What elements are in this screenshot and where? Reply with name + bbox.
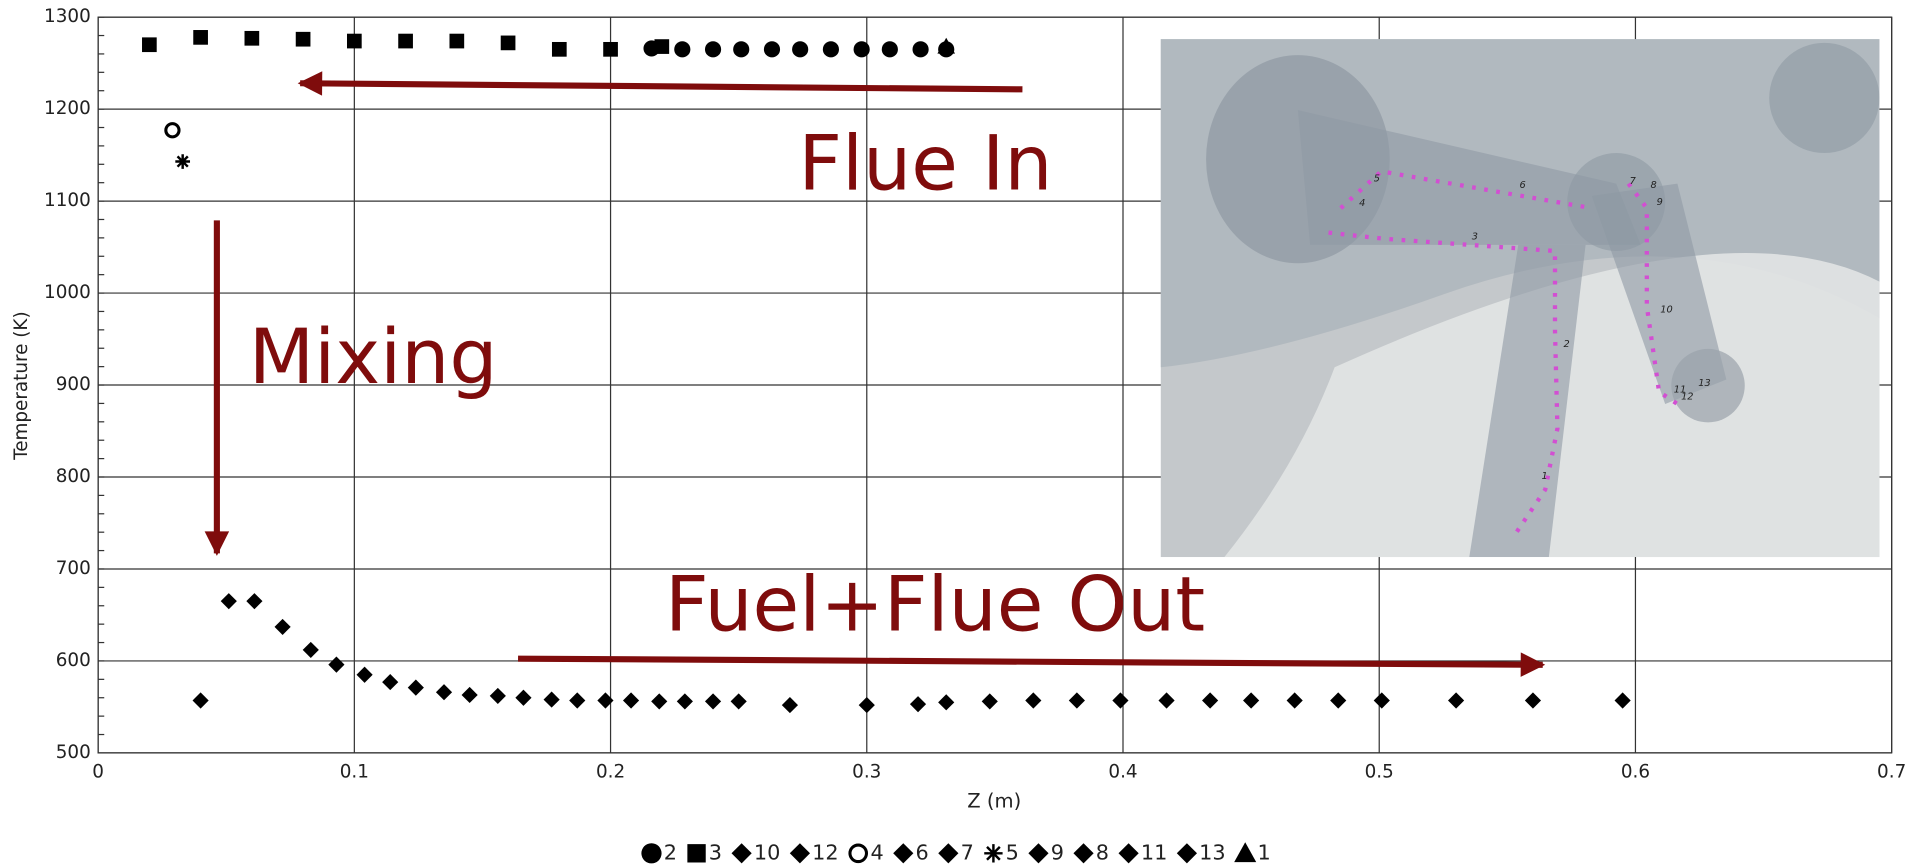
point <box>552 42 567 57</box>
point <box>792 41 808 57</box>
legend-label: 3 <box>709 840 722 864</box>
point <box>893 843 913 863</box>
inset-label: 1 <box>1542 471 1548 482</box>
point <box>732 843 752 863</box>
point <box>245 31 260 46</box>
point <box>641 843 661 863</box>
inset-shape <box>1567 153 1665 251</box>
point <box>790 843 810 863</box>
point <box>501 36 516 51</box>
inset-label: 5 <box>1374 174 1380 185</box>
annotation: Flue In <box>798 120 1052 208</box>
inset-label: 13 <box>1698 378 1710 389</box>
annotation: Fuel+Flue Out <box>665 560 1205 648</box>
y-tick-label: 1200 <box>44 98 91 119</box>
y-tick-label: 800 <box>56 466 91 487</box>
x-tick-label: 0.4 <box>1108 762 1137 783</box>
point <box>603 42 618 57</box>
y-axis-label: Temperature (K) <box>11 311 32 461</box>
inset-label: 9 <box>1657 197 1663 208</box>
legend-label: 1 <box>1257 840 1270 864</box>
inset-label: 7 <box>1630 176 1637 187</box>
y-tick-label: 900 <box>56 374 91 395</box>
point <box>193 30 208 45</box>
point <box>823 41 839 57</box>
x-tick-label: 0 <box>92 762 104 783</box>
point <box>705 41 721 57</box>
point <box>654 39 669 54</box>
legend-label: 9 <box>1051 840 1064 864</box>
inset-label: 12 <box>1681 392 1693 403</box>
point <box>850 845 867 862</box>
point <box>674 41 690 57</box>
point <box>142 37 157 52</box>
point <box>347 34 362 49</box>
y-tick-label: 600 <box>56 650 91 671</box>
y-tick-label: 1000 <box>44 282 91 303</box>
point <box>1177 843 1197 863</box>
y-tick-label: 700 <box>56 558 91 579</box>
annotation: Mixing <box>249 313 498 401</box>
y-tick-label: 500 <box>56 742 91 763</box>
legend-label: 12 <box>812 840 838 864</box>
y-tick-label: 1300 <box>44 6 91 27</box>
point <box>1028 843 1048 863</box>
inset-label: 4 <box>1359 198 1365 209</box>
chart: 500 600 700 800 900 1000 1100 1200 1300 0 0.1 0.2 0.… <box>0 0 1920 868</box>
legend-label: 10 <box>754 840 780 864</box>
x-tick-label: 0.5 <box>1365 762 1394 783</box>
legend-label: 11 <box>1141 840 1167 864</box>
x-axis-label: Z (m) <box>967 789 1021 812</box>
x-tick-label: 0.3 <box>852 762 881 783</box>
point <box>398 34 413 49</box>
point <box>764 41 780 57</box>
inset-label: 8 <box>1650 180 1656 191</box>
legend-label: 6 <box>916 840 929 864</box>
page: {"chart_data": {"type": "scatter", "x_la… <box>0 0 1920 868</box>
legend-label: 2 <box>664 840 677 864</box>
point <box>296 32 311 47</box>
point <box>913 41 929 57</box>
inset-label: 6 <box>1519 180 1525 191</box>
x-tick-label: 0.6 <box>1621 762 1650 783</box>
point <box>449 34 464 49</box>
inset-label: 10 <box>1660 305 1672 316</box>
legend-label: 7 <box>961 840 974 864</box>
legend: 2 3 10 12 4 6 7 5 9 8 11 13 1 <box>641 840 1270 864</box>
legend-label: 8 <box>1096 840 1109 864</box>
x-tick-label: 0.1 <box>340 762 369 783</box>
point <box>938 843 958 863</box>
point <box>1119 843 1139 863</box>
point <box>854 41 870 57</box>
inset-label: 2 <box>1564 339 1570 350</box>
point <box>687 844 705 862</box>
inset-shape <box>1769 43 1879 153</box>
point <box>175 154 190 169</box>
point <box>1234 842 1256 862</box>
y-tick-label: 1100 <box>44 190 91 211</box>
legend-label: 5 <box>1006 840 1019 864</box>
x-tick-label: 0.7 <box>1877 762 1906 783</box>
inset-label: 3 <box>1472 231 1478 242</box>
x-tick-label: 0.2 <box>596 762 625 783</box>
legend-label: 13 <box>1199 840 1225 864</box>
point <box>1073 843 1093 863</box>
legend-label: 4 <box>870 840 883 864</box>
point <box>984 844 1002 862</box>
point <box>882 41 898 57</box>
point <box>733 41 749 57</box>
